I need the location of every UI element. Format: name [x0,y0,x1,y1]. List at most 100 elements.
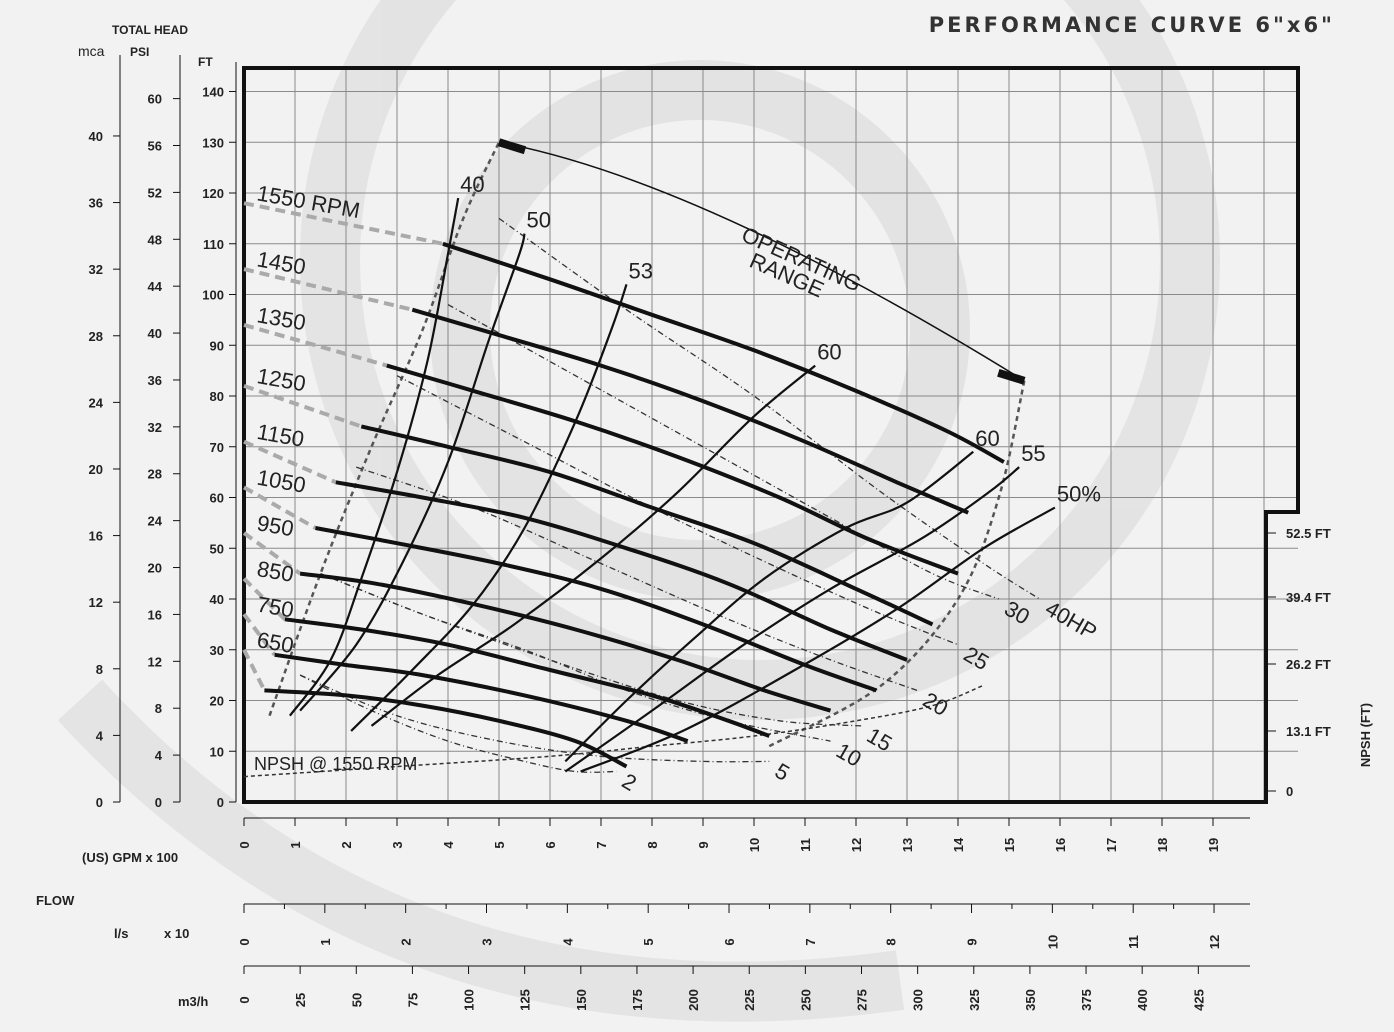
m3h-tick-label: 50 [349,993,364,1007]
ft-tick-label: 70 [210,440,224,455]
gpm-tick-label: 14 [951,837,966,852]
ls-tick-label: 5 [641,938,656,945]
gpm-tick-label: 11 [798,838,813,852]
m3h-tick-label: 375 [1079,989,1094,1011]
rpm-extension [243,383,362,429]
gpm-tick-label: 7 [594,841,609,848]
efficiency-curve [564,450,974,763]
mca-tick-label: 0 [96,795,103,810]
mca-tick-label: 24 [89,395,104,410]
ft-tick-label: 80 [210,389,224,404]
psi-tick-label: 32 [148,420,162,435]
m3h-tick-label: 275 [855,989,870,1011]
ft-tick-label: 100 [202,288,224,303]
ft-tick-label: 110 [203,237,224,252]
npsh-curve [243,684,984,778]
npsh-tick-label: 13.1 FT [1286,724,1331,739]
npsh-tick-label: 26.2 FT [1286,657,1331,672]
x10-label: x 10 [164,926,189,941]
psi-tick-label: 0 [155,795,162,810]
mca-tick-label: 36 [89,196,103,211]
power-label: 20 [919,687,953,721]
m3h-tick-label: 75 [405,993,420,1007]
power-label: 5 [771,758,794,786]
plot-frame [242,66,1300,804]
gpm-tick-label: 18 [1155,838,1170,852]
rpm-curve [284,617,770,738]
mca-tick-label: 8 [96,662,103,677]
m3h-tick-label: 325 [967,989,982,1011]
efficiency-label: 53 [629,258,653,283]
envelope-left [268,141,501,717]
psi-tick-label: 52 [148,185,162,200]
operating-range-end [997,368,1026,385]
ft-tick-label: 140 [202,85,224,100]
power-curve [299,674,770,763]
ls-tick-label: 8 [884,938,899,945]
rpm-extension [242,577,287,621]
gpm-tick-label: 17 [1104,838,1119,852]
rpm-extension [242,531,302,576]
ls-tick-label: 10 [1045,935,1060,949]
m3h-tick-label: 350 [1023,989,1038,1011]
power-label: 40HP [1041,596,1101,645]
rpm-curve [264,688,628,769]
m3h-label: m3/h [178,994,208,1009]
power-curve [498,217,1040,600]
gpm-tick-label: 10 [747,838,762,852]
efficiency-label: 55 [1021,441,1045,466]
npsh-tick-label: 0 [1286,784,1293,799]
rpm-extension [243,439,337,485]
efficiency-label: 50% [1057,482,1101,507]
ls-tick-label: 4 [560,938,575,946]
psi-tick-label: 44 [148,279,163,294]
rpm-curve [299,571,832,713]
rpm-curve [442,241,1005,464]
total-head-label: TOTAL HEAD [112,23,188,37]
rpm-extension [243,267,413,312]
gpm-tick-label: 1 [288,841,303,848]
m3h-tick-label: 225 [742,989,757,1011]
rpm-extension [242,648,267,692]
npsh-axis-label: NPSH (FT) [1358,703,1373,767]
ls-tick-label: 12 [1207,935,1222,949]
rpm-curve [315,526,878,693]
envelope-right [768,380,1026,748]
rpm-label: 750 [255,592,296,623]
mca-tick-label: 28 [89,329,103,344]
psi-tick-label: 40 [148,326,162,341]
psi-tick-label: 48 [148,232,162,247]
gpm-tick-label: 19 [1206,838,1221,852]
curves [242,138,1056,778]
ft-tick-label: 50 [210,541,224,556]
m3h-tick-label: 425 [1191,989,1206,1011]
ft-tick-label: 40 [210,592,224,607]
m3h-tick-label: 150 [574,989,589,1011]
flow-label: FLOW [36,893,75,908]
m3h-tick-label: 25 [293,993,308,1007]
mca-tick-label: 20 [89,462,103,477]
ls-tick-label: 9 [965,938,980,945]
rpm-curve [335,480,908,662]
psi-tick-label: 56 [148,138,162,153]
mca-tick-label: 4 [96,728,104,743]
rpm-label: 1050 [255,465,308,498]
rpm-extension [243,201,444,246]
npsh-tick-label: 52.5 FT [1286,526,1331,541]
npsh-tick-label: 39.4 FT [1286,590,1331,605]
gpm-tick-label: 3 [390,841,405,848]
efficiency-curve [350,284,628,732]
ls-tick-label: 7 [803,938,818,945]
power-curve [320,572,862,727]
ft-tick-label: 60 [210,491,224,506]
psi-tick-label: 36 [148,373,162,388]
plot-border [242,66,1300,804]
psi-tick-label: 24 [148,514,163,529]
ls-tick-label: 3 [480,938,495,945]
gpm-axis-label: (US) GPM x 100 [82,850,178,865]
power-curve [396,375,959,646]
gpm-tick-label: 15 [1002,838,1017,852]
curve-labels: 1550 RPM14501350125011501050950850750650… [255,172,1101,796]
rpm-label: 850 [255,556,296,587]
power-label: 10 [832,738,866,772]
